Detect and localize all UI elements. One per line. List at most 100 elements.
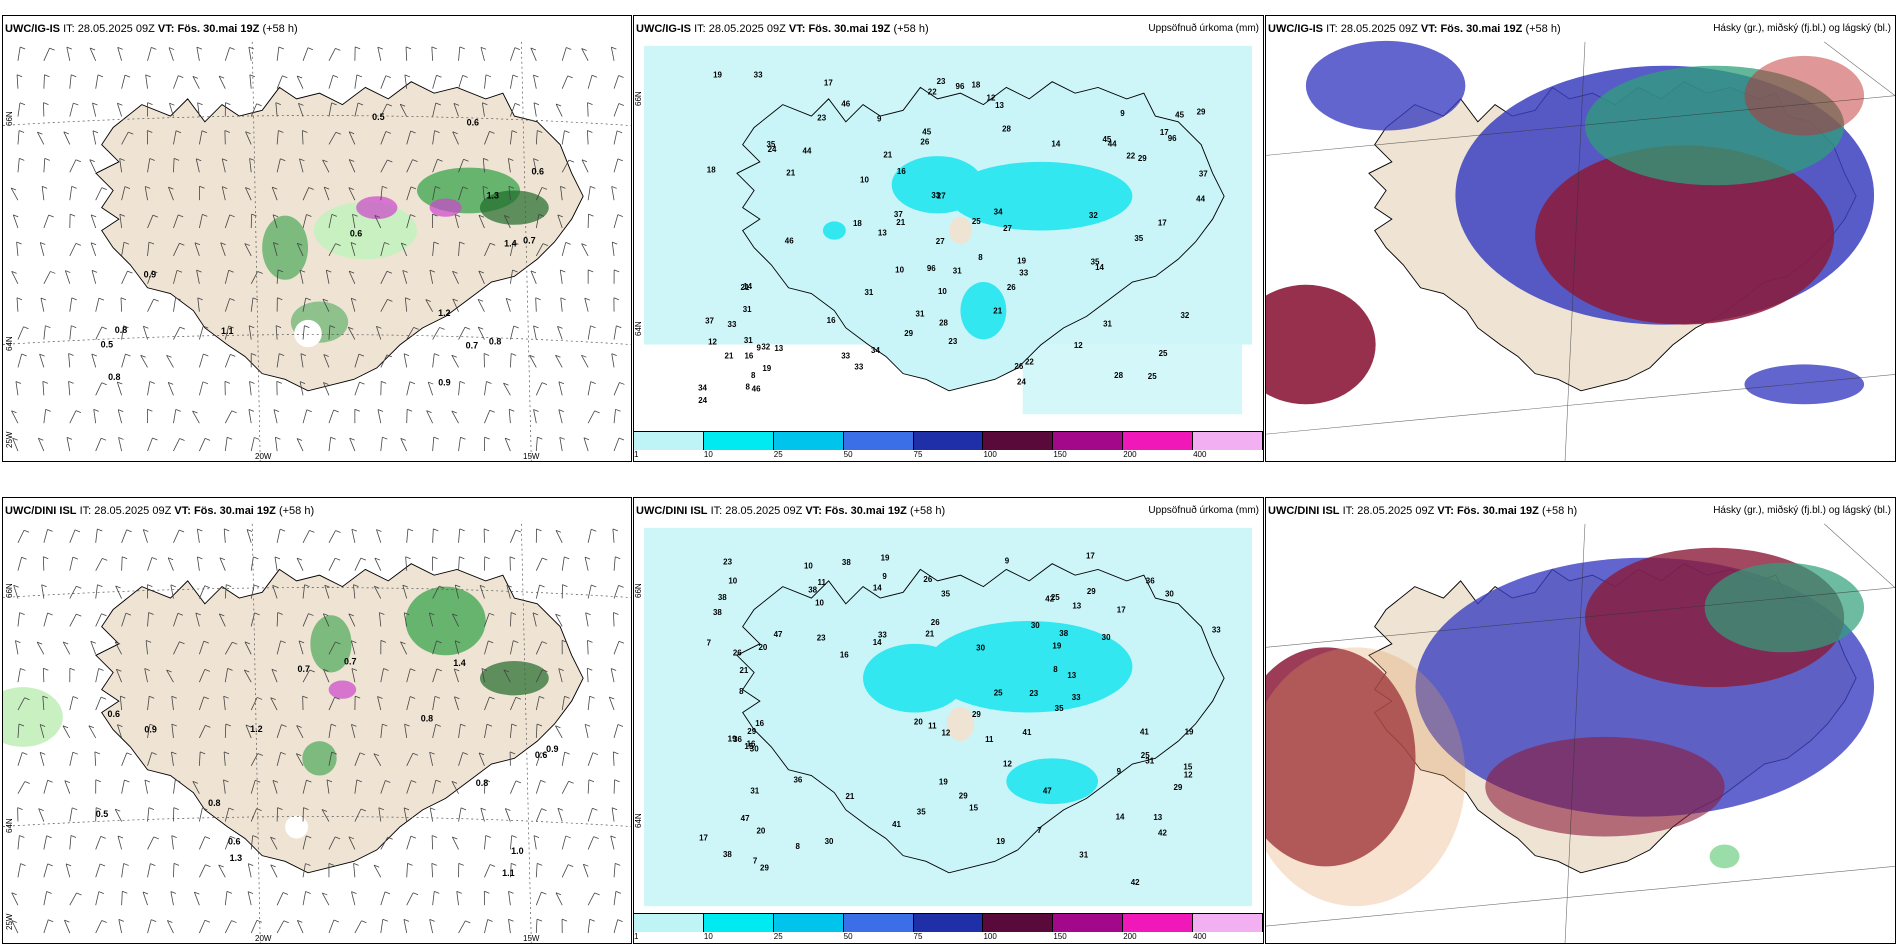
colorbar-cell — [843, 432, 914, 450]
wind-barb — [121, 863, 125, 878]
precip-value-label: 24 — [1017, 377, 1026, 386]
wind-barb-flag — [321, 809, 328, 812]
wind-barb-flag — [590, 325, 596, 329]
precip-value-label: 30 — [750, 745, 759, 754]
precip-value-label: 26 — [920, 137, 929, 146]
precip-value-label: 28 — [939, 318, 948, 327]
wind-barb-flag — [613, 612, 619, 615]
wind-barb — [380, 891, 386, 906]
wind-barb-flag — [593, 836, 599, 839]
wind-barb — [328, 919, 335, 934]
wind-barb — [42, 556, 45, 571]
wind-barb-flag — [404, 723, 410, 727]
precip-value-label: 26 — [1014, 362, 1023, 371]
wind-barb — [69, 243, 77, 257]
wind-barb-flag — [283, 920, 289, 924]
wind-barb — [406, 327, 414, 340]
wind-barb-flag — [63, 641, 69, 645]
wind-barb-flag — [89, 47, 96, 51]
wind-barb — [69, 835, 72, 850]
wind-barb-flag — [588, 269, 594, 273]
wind-barb — [250, 271, 259, 284]
wind-barb-flag — [225, 102, 231, 105]
wind-barb — [171, 835, 174, 850]
wind-barb-flag — [202, 214, 208, 217]
wind-barb-flag — [555, 529, 562, 533]
wind-barb — [275, 102, 278, 117]
wind-barb — [380, 919, 384, 934]
wind-barb-flag — [411, 780, 417, 783]
wind-barb — [298, 640, 304, 655]
wind-barb — [224, 807, 230, 822]
wind-barb — [354, 557, 362, 571]
colorbar-tick: 10 — [703, 932, 713, 941]
wind-barb-flag — [410, 835, 417, 839]
wind-barb — [406, 668, 411, 683]
wind-barb-flag — [175, 409, 181, 412]
wind-barb — [587, 919, 591, 934]
precip-value-label: 30 — [1102, 633, 1111, 642]
precip-value-label: 33 — [878, 631, 887, 640]
wind-barb-flag — [167, 920, 173, 923]
wind-barb-flag — [592, 752, 599, 756]
colorbar-tick: 400 — [1193, 932, 1207, 941]
precip-value-label: 17 — [1158, 219, 1167, 228]
wind-barb — [509, 242, 514, 257]
wind-barb-flag — [249, 381, 255, 384]
wind-barb — [121, 242, 125, 256]
wind-barb — [557, 214, 563, 229]
wind-barb — [271, 187, 278, 201]
wind-value-label: 0.6 — [350, 228, 362, 238]
colorbar-cell — [913, 914, 984, 932]
wind-barb — [121, 556, 123, 571]
wind-barb — [273, 409, 278, 424]
wind-barb-flag — [205, 724, 211, 728]
precip-value-label: 44 — [1196, 194, 1205, 203]
wind-barb — [250, 835, 254, 850]
wind-barb-flag — [350, 242, 357, 245]
wind-barb-flag — [564, 556, 570, 560]
wind-barb — [68, 353, 71, 368]
wind-barb — [535, 752, 542, 766]
wind-barb-flag — [175, 779, 181, 783]
precip-value-label: 12 — [941, 728, 950, 737]
wind-barb — [404, 724, 408, 738]
wind-barb-flag — [351, 668, 358, 671]
wind-barb — [250, 808, 257, 822]
wind-barb-flag — [118, 919, 124, 922]
wind-barb-flag — [460, 807, 467, 811]
wind-barb — [533, 158, 537, 173]
wind-barb-flag — [478, 270, 484, 274]
precip-value-label: 26 — [733, 649, 742, 658]
wind-barb-flag — [376, 325, 382, 329]
wind-barb — [482, 158, 485, 173]
precip-value-label: 29 — [1138, 154, 1147, 163]
cloud-map — [1266, 40, 1895, 461]
wind-barb — [478, 215, 485, 229]
precip-values: 2317212831242733314544463529341219221826… — [698, 70, 1208, 404]
precip-value-label: 33 — [931, 191, 940, 200]
wind-barb-flag — [39, 353, 45, 357]
wind-barb — [302, 325, 305, 340]
wind-barb — [484, 864, 491, 878]
wind-barb — [196, 270, 200, 284]
wind-barb-flag — [91, 214, 97, 218]
wind-barb-flag — [249, 74, 255, 78]
wind-barb-flag — [351, 891, 357, 895]
wind-barb-flag — [618, 437, 625, 441]
precip-value-label: 18 — [707, 165, 716, 174]
wind-barb — [195, 612, 200, 627]
wind-barb-flag — [70, 835, 77, 838]
wind-barb-flag — [454, 214, 461, 217]
wind-barb-flag — [434, 890, 440, 894]
wind-barb-flag — [275, 325, 282, 329]
wind-barb-flag — [506, 298, 512, 301]
wind-barb-flag — [203, 325, 209, 329]
wind-barb — [195, 158, 200, 173]
precip-value-label: 8 — [978, 253, 983, 262]
wind-barb-flag — [168, 382, 174, 385]
wind-barb-flag — [203, 353, 209, 357]
wind-barb — [17, 723, 20, 738]
wind-barb-flag — [170, 584, 176, 588]
precip-value-label: 13 — [774, 344, 783, 353]
